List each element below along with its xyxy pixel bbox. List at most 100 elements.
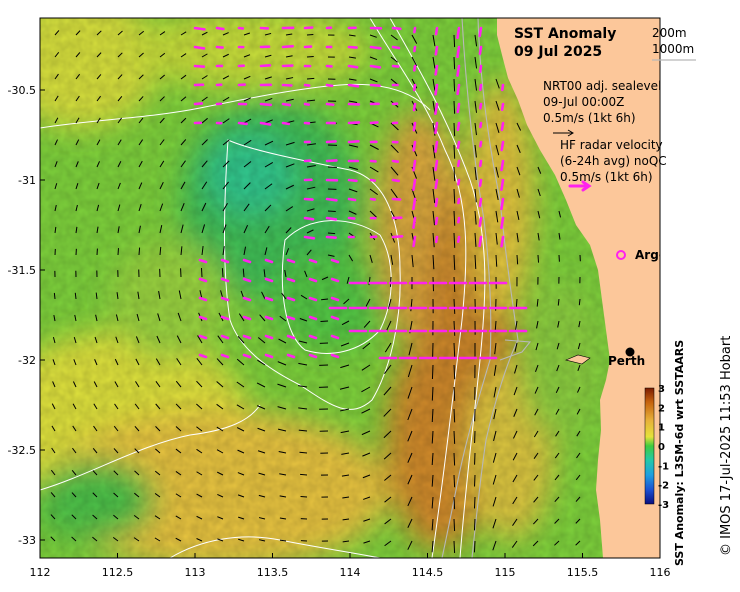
sealevel-vector bbox=[516, 166, 521, 176]
credit-text: © IMOS 17-Jul-2025 11:53 Hobart bbox=[719, 336, 734, 556]
sealevel-vector bbox=[407, 518, 413, 528]
radar-vector bbox=[369, 178, 377, 182]
sealevel-vector bbox=[75, 52, 81, 58]
sealevel-vector bbox=[178, 290, 182, 300]
sealevel-vector bbox=[495, 144, 500, 156]
sealevel-vector bbox=[92, 536, 98, 542]
sealevel-vector bbox=[453, 430, 456, 444]
sealevel-vector bbox=[177, 312, 182, 322]
sealevel-vector bbox=[258, 539, 266, 542]
isobath-label-200m: 200m bbox=[652, 26, 687, 40]
sealevel-vector bbox=[113, 425, 119, 432]
sealevel-vector bbox=[383, 452, 392, 460]
sealevel-vector bbox=[116, 292, 119, 300]
sealevel-vector bbox=[577, 364, 581, 371]
y-tick-label: -31.5 bbox=[8, 264, 36, 277]
sealevel-vector bbox=[175, 448, 182, 454]
sealevel-vector bbox=[259, 314, 266, 322]
sealevel-vector bbox=[54, 161, 58, 168]
radar-vector bbox=[308, 353, 318, 359]
sealevel-vector bbox=[431, 408, 434, 423]
radar-vector bbox=[330, 315, 340, 321]
radar-vector bbox=[369, 121, 379, 125]
sealevel-vector bbox=[92, 447, 98, 454]
sealevel-vector bbox=[237, 472, 245, 476]
sealevel-vector bbox=[285, 163, 295, 168]
sealevel-vector bbox=[514, 342, 518, 352]
isobath-label-1000m: 1000m bbox=[652, 42, 694, 56]
x-tick-label: 115.5 bbox=[567, 566, 599, 579]
radar-vector bbox=[500, 83, 505, 92]
sealevel-vector bbox=[264, 183, 273, 190]
sealevel-vector bbox=[533, 474, 539, 481]
radar-vector bbox=[242, 258, 252, 264]
sealevel-vector bbox=[201, 246, 204, 256]
sealevel-vector bbox=[576, 408, 581, 415]
sealevel-vector bbox=[222, 202, 228, 212]
sealevel-vector bbox=[306, 229, 314, 234]
sealevel-vector bbox=[264, 119, 273, 124]
colorbar-tick-label: 2 bbox=[658, 403, 665, 414]
sealevel-vector bbox=[236, 381, 245, 388]
radar-vector bbox=[413, 26, 417, 34]
sealevel-vector bbox=[362, 342, 371, 350]
sealevel-vector bbox=[383, 364, 392, 374]
sealevel-vector bbox=[369, 188, 378, 195]
radar-vector bbox=[347, 64, 359, 69]
radar-vector bbox=[308, 315, 318, 321]
sealevel-vector bbox=[342, 540, 350, 543]
radar-vector bbox=[391, 159, 400, 164]
perth-city-marker[interactable] bbox=[625, 347, 635, 357]
radar-vector bbox=[242, 353, 252, 359]
sealevel-vector bbox=[554, 518, 560, 524]
sealevel-vector bbox=[453, 320, 456, 336]
sealevel-vector bbox=[96, 226, 99, 234]
sealevel-legend-arrow bbox=[553, 129, 574, 137]
sealevel-vector bbox=[492, 518, 497, 529]
sealevel-vector bbox=[155, 403, 161, 410]
sealevel-vector bbox=[363, 320, 371, 328]
radar-vector bbox=[325, 159, 338, 163]
radar-vector bbox=[220, 277, 230, 283]
sealevel-vector bbox=[257, 337, 266, 344]
sealevel-vector bbox=[54, 95, 59, 102]
sealevel-vector bbox=[71, 536, 77, 542]
sealevel-vector bbox=[175, 403, 182, 410]
radar-vector bbox=[198, 334, 208, 340]
sealevel-vector bbox=[369, 34, 377, 38]
sealevel-vector bbox=[386, 320, 392, 331]
sealevel-vector bbox=[432, 34, 436, 47]
sealevel-vector bbox=[52, 337, 56, 344]
sealevel-vector bbox=[348, 188, 358, 193]
sealevel-vector bbox=[432, 254, 435, 270]
sealevel-vector bbox=[431, 518, 434, 531]
sealevel-vector bbox=[453, 100, 456, 114]
sealevel-vector bbox=[154, 515, 161, 520]
sealevel-vector bbox=[117, 52, 123, 58]
radar-vector bbox=[457, 197, 461, 205]
sealevel-vector bbox=[155, 358, 161, 366]
sealevel-vector bbox=[243, 118, 252, 124]
argo-float-marker[interactable] bbox=[616, 250, 626, 260]
sealevel-vector bbox=[453, 386, 456, 401]
sealevel-vector bbox=[453, 232, 456, 248]
radar-vector bbox=[264, 296, 274, 302]
sealevel-vector bbox=[222, 224, 227, 234]
radar-vector bbox=[347, 83, 360, 88]
sealevel-vector bbox=[180, 246, 183, 256]
radar-vector bbox=[286, 258, 296, 264]
sealevel-vector bbox=[537, 166, 542, 174]
sealevel-vector bbox=[74, 314, 77, 322]
radar-vector bbox=[193, 26, 206, 31]
sealevel-vector bbox=[554, 474, 560, 481]
y-tick-label: -31 bbox=[18, 174, 36, 187]
sealevel-vector bbox=[93, 403, 98, 410]
radar-vector bbox=[500, 235, 505, 248]
sealevel-vector bbox=[54, 30, 60, 36]
sealevel-vector bbox=[285, 33, 293, 36]
sealevel-vector bbox=[279, 517, 287, 520]
sealevel-vector bbox=[306, 208, 315, 212]
sealevel-vector bbox=[200, 267, 203, 278]
radar-vector bbox=[478, 178, 483, 187]
sealevel-vector bbox=[154, 493, 161, 498]
